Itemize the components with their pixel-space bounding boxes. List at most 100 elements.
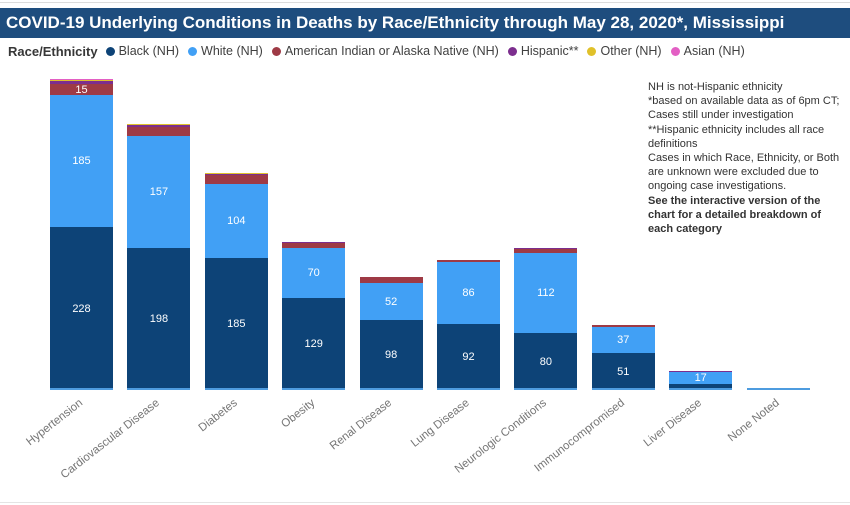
segment-value-label: 185	[227, 318, 246, 330]
bar-segment-renal-disease-black-nh[interactable]: 98	[359, 320, 423, 390]
bar-segment-diabetes-black-nh[interactable]: 185	[204, 258, 268, 390]
bar-segment-hypertension-american-indian-or-alaska-native-nh[interactable]: 15	[50, 84, 113, 96]
bar-segment-cardiovascular-disease-other-nh[interactable]	[127, 124, 191, 125]
bar-segment-lung-disease-black-nh[interactable]: 92	[437, 324, 500, 390]
bar-segment-lung-disease-american-indian-or-alaska-native-nh[interactable]	[437, 260, 500, 262]
segment-value-label: 51	[617, 365, 630, 378]
top-divider	[0, 2, 850, 3]
bar-baseline-strip	[514, 388, 578, 390]
segment-value-label: 129	[304, 338, 323, 350]
segment-value-label: 52	[384, 295, 398, 308]
bar-segment-neurologic-conditions-hispanic[interactable]	[514, 248, 578, 249]
bar-segment-obesity-black-nh[interactable]: 129	[282, 298, 346, 390]
bar-baseline-strip	[669, 388, 733, 390]
legend-item-white-nh[interactable]: White (NH)	[188, 44, 263, 58]
segment-value-label: 86	[462, 287, 475, 299]
legend-item-other-nh[interactable]: Other (NH)	[587, 44, 662, 58]
bar-segment-diabetes-american-indian-or-alaska-native-nh[interactable]	[204, 175, 268, 184]
segment-value-label: 185	[72, 155, 91, 167]
chart-legend: Race/Ethnicity Black (NH) White (NH) Ameri…	[8, 42, 754, 60]
bar-baseline-strip	[127, 388, 191, 390]
bar-baseline-strip	[437, 388, 500, 390]
legend-item-american-indian-or-alaska-native-nh[interactable]: American Indian or Alaska Native (NH)	[271, 44, 499, 58]
segment-value-label: 98	[384, 349, 398, 361]
bottom-divider	[0, 502, 850, 503]
bar-segment-renal-disease-american-indian-or-alaska-native-nh[interactable]	[359, 277, 423, 283]
legend-dot-icon	[587, 46, 597, 56]
bar-baseline-strip	[746, 388, 810, 390]
bar-segment-diabetes-other-nh[interactable]	[204, 173, 268, 174]
bar-segment-cardiovascular-disease-white-nh[interactable]: 157	[127, 136, 191, 248]
segment-value-label: 228	[72, 302, 91, 315]
bar-segment-diabetes-hispanic[interactable]	[204, 174, 268, 175]
footnote-line: **Hispanic ethnicity includes all race d…	[648, 123, 825, 150]
legend-item-label: Black (NH)	[118, 44, 180, 58]
bar-baseline-strip	[50, 388, 113, 390]
segment-value-label: 92	[462, 351, 475, 363]
segment-value-label: 104	[227, 215, 246, 227]
segment-value-label: 17	[694, 372, 707, 384]
segment-value-label: 157	[149, 186, 169, 198]
footnote-line: Cases in which Race, Ethnicity, or Both …	[648, 151, 840, 193]
category-label-none-noted: None Noted	[725, 397, 782, 445]
bar-segment-hypertension-black-nh[interactable]: 228	[50, 227, 113, 390]
legend-item-asian-nh[interactable]: Asian (NH)	[670, 44, 745, 58]
bar-segment-hypertension-other-nh[interactable]	[50, 80, 113, 81]
legend-item-label: White (NH)	[201, 44, 263, 58]
legend-item-label: American Indian or Alaska Native (NH)	[284, 44, 499, 58]
legend-dot-icon	[271, 46, 281, 56]
segment-value-label: 15	[75, 84, 88, 96]
legend-items: Black (NH) White (NH) American Indian or A…	[105, 44, 754, 58]
category-label-diabetes: Diabetes	[196, 397, 240, 435]
legend-item-black-nh[interactable]: Black (NH)	[105, 44, 180, 58]
bar-segment-hypertension-white-nh[interactable]: 185	[50, 95, 113, 227]
segment-value-label: 37	[617, 334, 630, 346]
bar-baseline-strip	[359, 388, 423, 390]
bar-segment-obesity-hispanic[interactable]	[282, 242, 346, 243]
bar-segment-obesity-white-nh[interactable]: 70	[282, 248, 346, 298]
bar-segment-immunocompromised-black-nh[interactable]: 51	[591, 353, 655, 390]
bar-segment-cardiovascular-disease-american-indian-or-alaska-native-nh[interactable]	[127, 127, 191, 136]
legend-dot-icon	[105, 46, 115, 56]
bar-segment-neurologic-conditions-white-nh[interactable]: 112	[514, 253, 578, 333]
footnote-line: *based on available data as of 6pm CT; C…	[648, 95, 840, 122]
bar-segment-neurologic-conditions-black-nh[interactable]: 80	[514, 333, 578, 390]
footnote-line: NH is not-Hispanic ethnicity	[648, 81, 783, 93]
legend-dot-icon	[188, 46, 198, 56]
bar-segment-liver-disease-black-nh[interactable]	[669, 384, 733, 390]
bar-segment-cardiovascular-disease-hispanic[interactable]	[127, 125, 191, 127]
bar-segment-renal-disease-white-nh[interactable]: 52	[359, 283, 423, 320]
legend-title: Race/Ethnicity	[8, 43, 98, 59]
bar-segment-neurologic-conditions-american-indian-or-alaska-native-nh[interactable]	[514, 249, 578, 253]
category-label-liver-disease: Liver Disease	[641, 397, 705, 450]
bar-segment-diabetes-white-nh[interactable]: 104	[204, 184, 268, 258]
legend-item-hispanic[interactable]: Hispanic**	[507, 44, 578, 58]
bar-segment-hypertension-hispanic[interactable]	[50, 81, 113, 84]
legend-dot-icon	[507, 46, 517, 56]
bar-segment-hypertension-asian-nh[interactable]	[50, 79, 113, 80]
legend-dot-icon	[670, 46, 680, 56]
segment-value-label: 80	[539, 355, 553, 368]
bar-segment-liver-disease-hispanic[interactable]	[669, 371, 733, 372]
bar-baseline-strip	[204, 388, 268, 390]
legend-item-label: Other (NH)	[600, 44, 662, 58]
category-label-obesity: Obesity	[278, 397, 318, 431]
legend-item-label: Asian (NH)	[683, 44, 745, 58]
bar-segment-obesity-american-indian-or-alaska-native-nh[interactable]	[282, 243, 346, 248]
category-label-renal-disease: Renal Disease	[328, 397, 395, 453]
page-title: COVID-19 Underlying Conditions in Deaths…	[0, 8, 850, 38]
bar-segment-lung-disease-white-nh[interactable]: 86	[437, 262, 500, 324]
footnotes: NH is not-Hispanic ethnicity *based on av…	[648, 80, 848, 236]
footnote-line: See the interactive version of the chart…	[648, 194, 821, 235]
bar-baseline-strip	[282, 388, 346, 390]
category-label-immunocompromised: Immunocompromised	[532, 397, 627, 475]
bar-segment-immunocompromised-white-nh[interactable]: 37	[591, 327, 655, 353]
bar-segment-cardiovascular-disease-black-nh[interactable]: 198	[127, 248, 191, 390]
bar-segment-immunocompromised-american-indian-or-alaska-native-nh[interactable]	[591, 325, 655, 327]
bar-segment-liver-disease-white-nh[interactable]: 17	[669, 372, 733, 384]
segment-value-label: 198	[149, 313, 169, 325]
category-label-hypertension: Hypertension	[24, 397, 85, 449]
bar-baseline-strip	[591, 388, 655, 390]
